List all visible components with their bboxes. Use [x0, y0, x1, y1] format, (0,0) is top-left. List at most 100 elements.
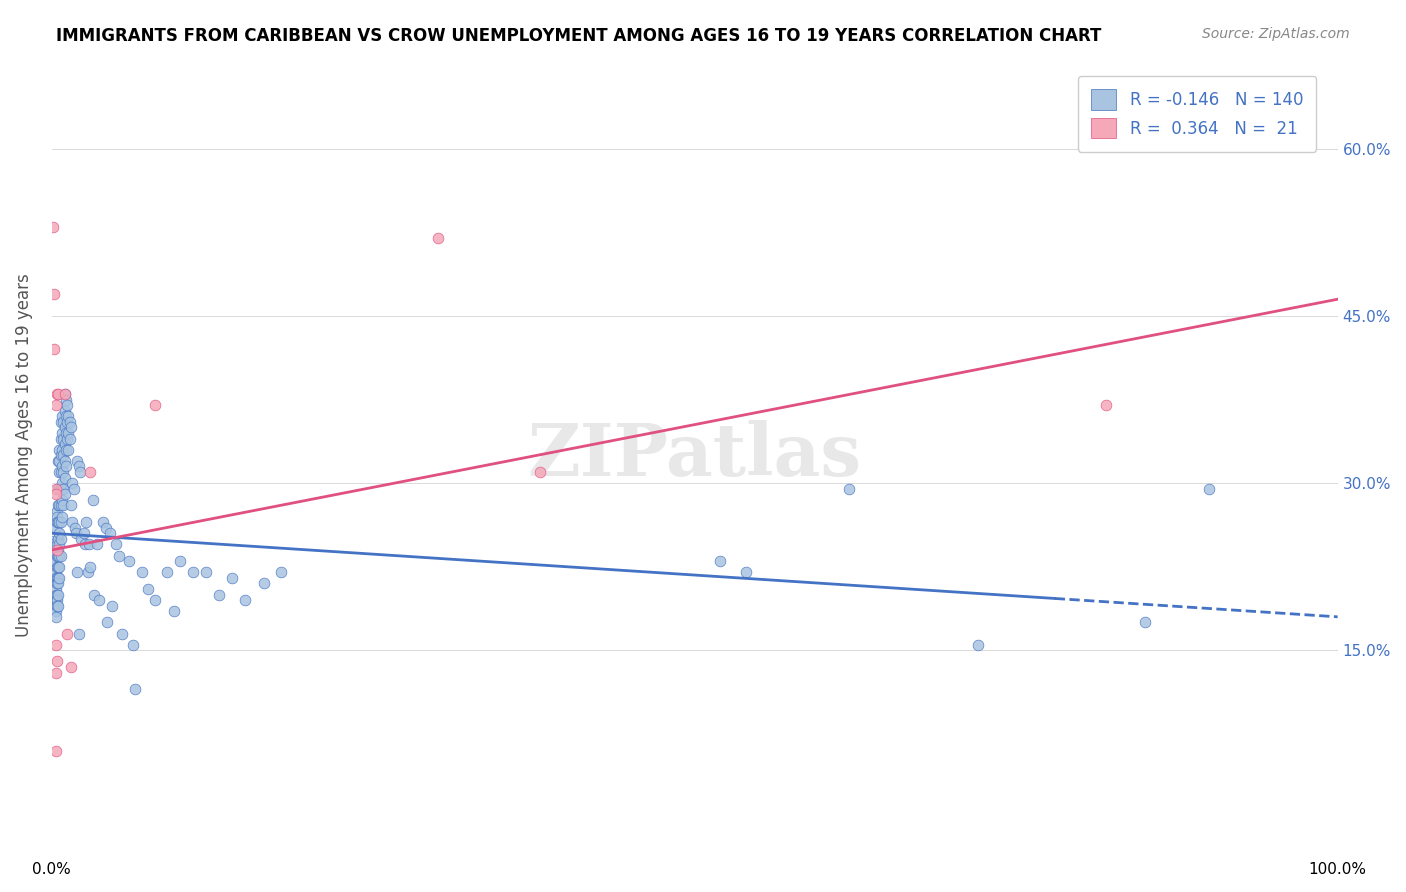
Point	[45, 482, 67, 496]
Point	[69, 465, 91, 479]
Point	[53, 437, 76, 451]
Point	[195, 566, 218, 580]
Point	[45, 504, 67, 518]
Point	[208, 588, 231, 602]
Point	[46, 588, 69, 602]
Point	[56, 432, 79, 446]
Point	[143, 593, 166, 607]
Point	[45, 543, 67, 558]
Legend: R = -0.146   N = 140, R =  0.364   N =  21: R = -0.146 N = 140, R = 0.364 N = 21	[1078, 76, 1316, 152]
Point	[45, 576, 67, 591]
Point	[966, 638, 988, 652]
Point	[45, 571, 67, 585]
Point	[181, 566, 204, 580]
Point	[143, 398, 166, 412]
Point	[46, 532, 69, 546]
Point	[79, 465, 101, 479]
Point	[49, 448, 72, 462]
Point	[46, 599, 69, 613]
Point	[42, 219, 65, 234]
Point	[58, 425, 80, 440]
Point	[51, 425, 73, 440]
Point	[107, 549, 129, 563]
Point	[76, 566, 98, 580]
Point	[46, 571, 69, 585]
Point	[52, 432, 75, 446]
Point	[51, 442, 73, 457]
Point	[136, 582, 159, 596]
Point	[48, 526, 70, 541]
Point	[53, 387, 76, 401]
Point	[48, 537, 70, 551]
Point	[52, 499, 75, 513]
Point	[60, 476, 83, 491]
Point	[56, 415, 79, 429]
Point	[49, 515, 72, 529]
Point	[46, 543, 69, 558]
Point	[51, 492, 73, 507]
Point	[1198, 482, 1220, 496]
Point	[44, 537, 66, 551]
Point	[45, 559, 67, 574]
Point	[66, 566, 89, 580]
Point	[45, 509, 67, 524]
Point	[51, 509, 73, 524]
Point	[51, 409, 73, 424]
Point	[44, 286, 66, 301]
Point	[156, 566, 179, 580]
Point	[56, 398, 79, 412]
Point	[735, 566, 758, 580]
Point	[46, 499, 69, 513]
Point	[49, 465, 72, 479]
Point	[55, 392, 77, 407]
Point	[45, 593, 67, 607]
Point	[75, 537, 97, 551]
Point	[270, 566, 292, 580]
Point	[48, 499, 70, 513]
Point	[94, 521, 117, 535]
Point	[101, 599, 124, 613]
Point	[48, 571, 70, 585]
Point	[111, 626, 134, 640]
Point	[233, 593, 256, 607]
Point	[49, 532, 72, 546]
Point	[58, 409, 80, 424]
Point	[98, 526, 121, 541]
Point	[77, 537, 100, 551]
Point	[426, 231, 449, 245]
Point	[48, 442, 70, 457]
Point	[838, 482, 860, 496]
Point	[45, 588, 67, 602]
Point	[105, 537, 128, 551]
Point	[53, 420, 76, 434]
Point	[169, 554, 191, 568]
Point	[46, 576, 69, 591]
Point	[1095, 398, 1118, 412]
Point	[221, 571, 243, 585]
Point	[67, 626, 90, 640]
Point	[48, 559, 70, 574]
Point	[46, 515, 69, 529]
Point	[46, 559, 69, 574]
Point	[45, 571, 67, 585]
Point	[86, 537, 108, 551]
Point	[52, 482, 75, 496]
Point	[60, 660, 83, 674]
Point	[49, 482, 72, 496]
Point	[49, 415, 72, 429]
Point	[51, 459, 73, 474]
Point	[66, 454, 89, 468]
Point	[89, 593, 111, 607]
Point	[124, 682, 146, 697]
Point	[1133, 615, 1156, 630]
Point	[70, 532, 93, 546]
Point	[49, 432, 72, 446]
Point	[52, 415, 75, 429]
Point	[55, 459, 77, 474]
Point	[48, 515, 70, 529]
Point	[48, 549, 70, 563]
Point	[56, 626, 79, 640]
Text: ZIPatlas: ZIPatlas	[527, 420, 862, 491]
Point	[96, 615, 118, 630]
Point	[163, 604, 186, 618]
